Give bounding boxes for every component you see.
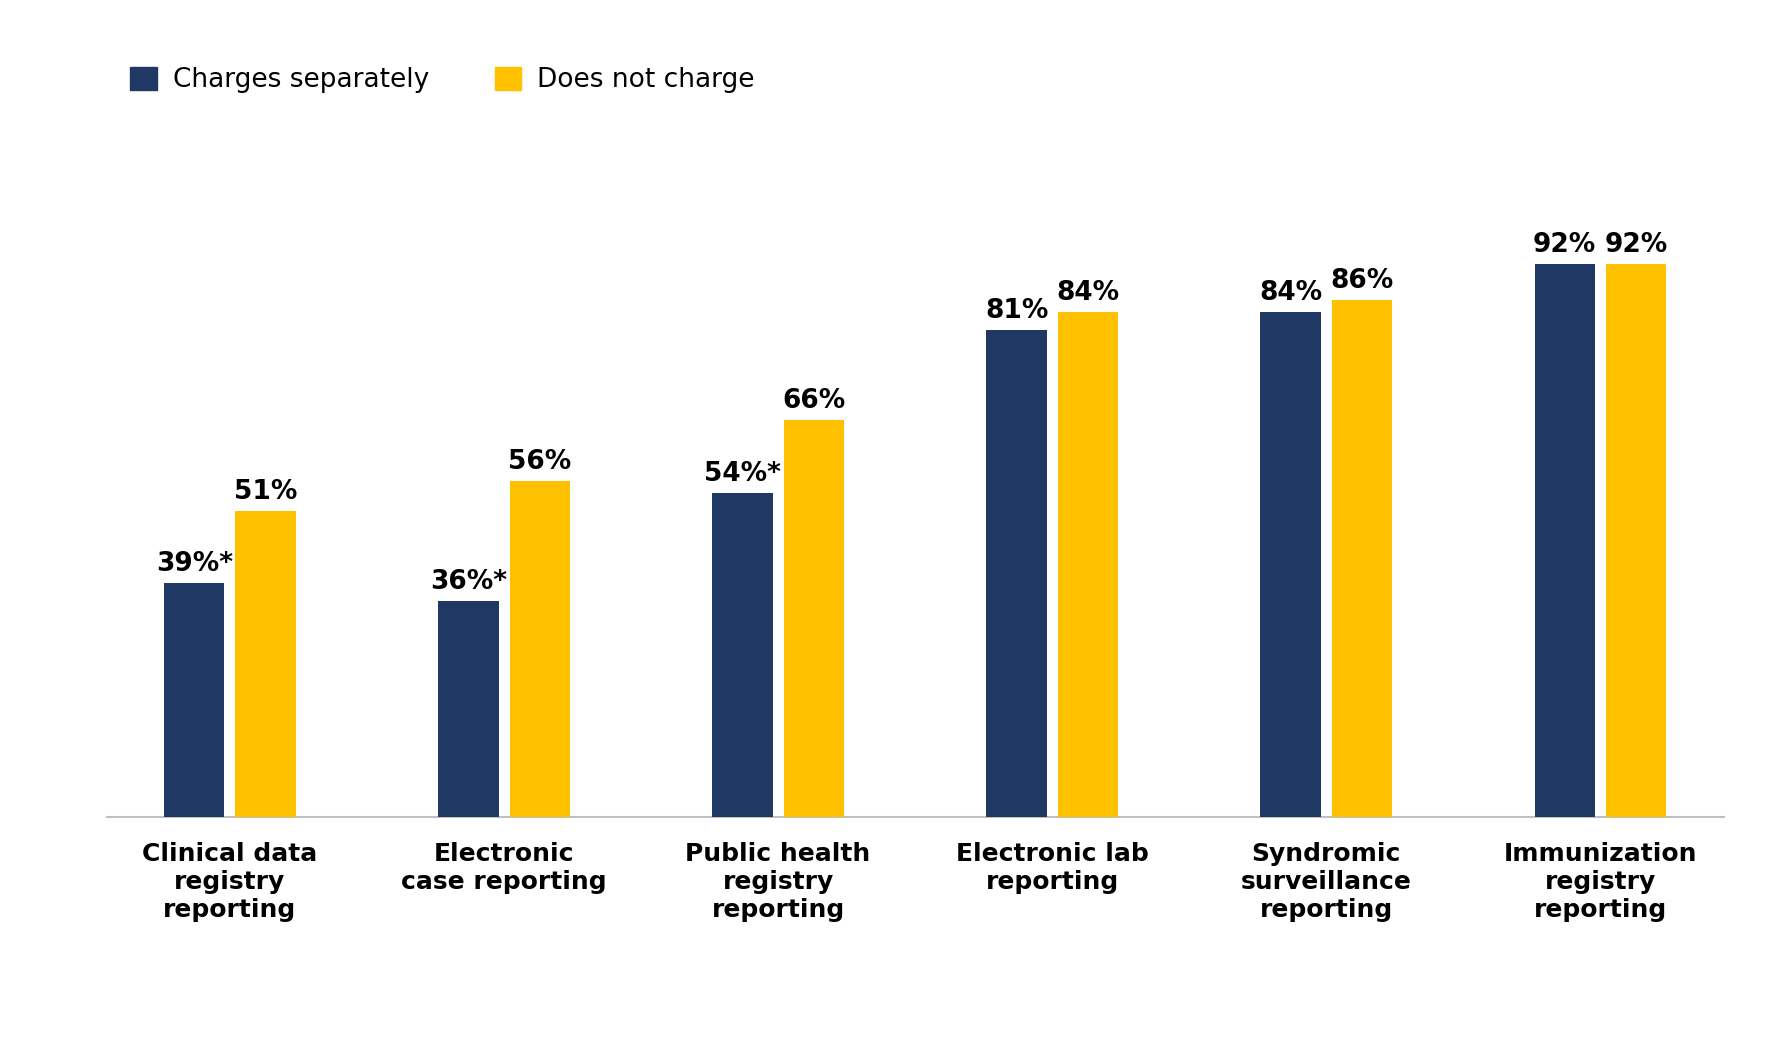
Bar <box>1606 264 1667 817</box>
Bar <box>1057 312 1118 817</box>
Text: 86%: 86% <box>1331 268 1393 294</box>
Text: 81%: 81% <box>984 299 1048 324</box>
Text: 84%: 84% <box>1260 280 1322 306</box>
Bar <box>986 330 1047 817</box>
Text: 56%: 56% <box>508 449 570 475</box>
Bar <box>1331 300 1391 817</box>
Text: 84%: 84% <box>1056 280 1120 306</box>
Bar <box>1260 312 1320 817</box>
Text: 92%: 92% <box>1534 232 1596 258</box>
Legend: Charges separately, Does not charge: Charges separately, Does not charge <box>119 56 766 104</box>
Text: 54%*: 54%* <box>704 461 780 486</box>
Text: 36%*: 36%* <box>430 569 506 595</box>
Text: 39%*: 39%* <box>156 551 233 576</box>
Text: 66%: 66% <box>782 389 846 414</box>
Bar <box>439 601 499 817</box>
Bar <box>235 510 295 817</box>
Bar <box>510 481 570 817</box>
Text: 92%: 92% <box>1605 232 1667 258</box>
Bar <box>784 420 844 817</box>
Text: 51%: 51% <box>235 479 297 505</box>
Bar <box>163 583 224 817</box>
Bar <box>1535 264 1596 817</box>
Bar <box>713 493 773 817</box>
